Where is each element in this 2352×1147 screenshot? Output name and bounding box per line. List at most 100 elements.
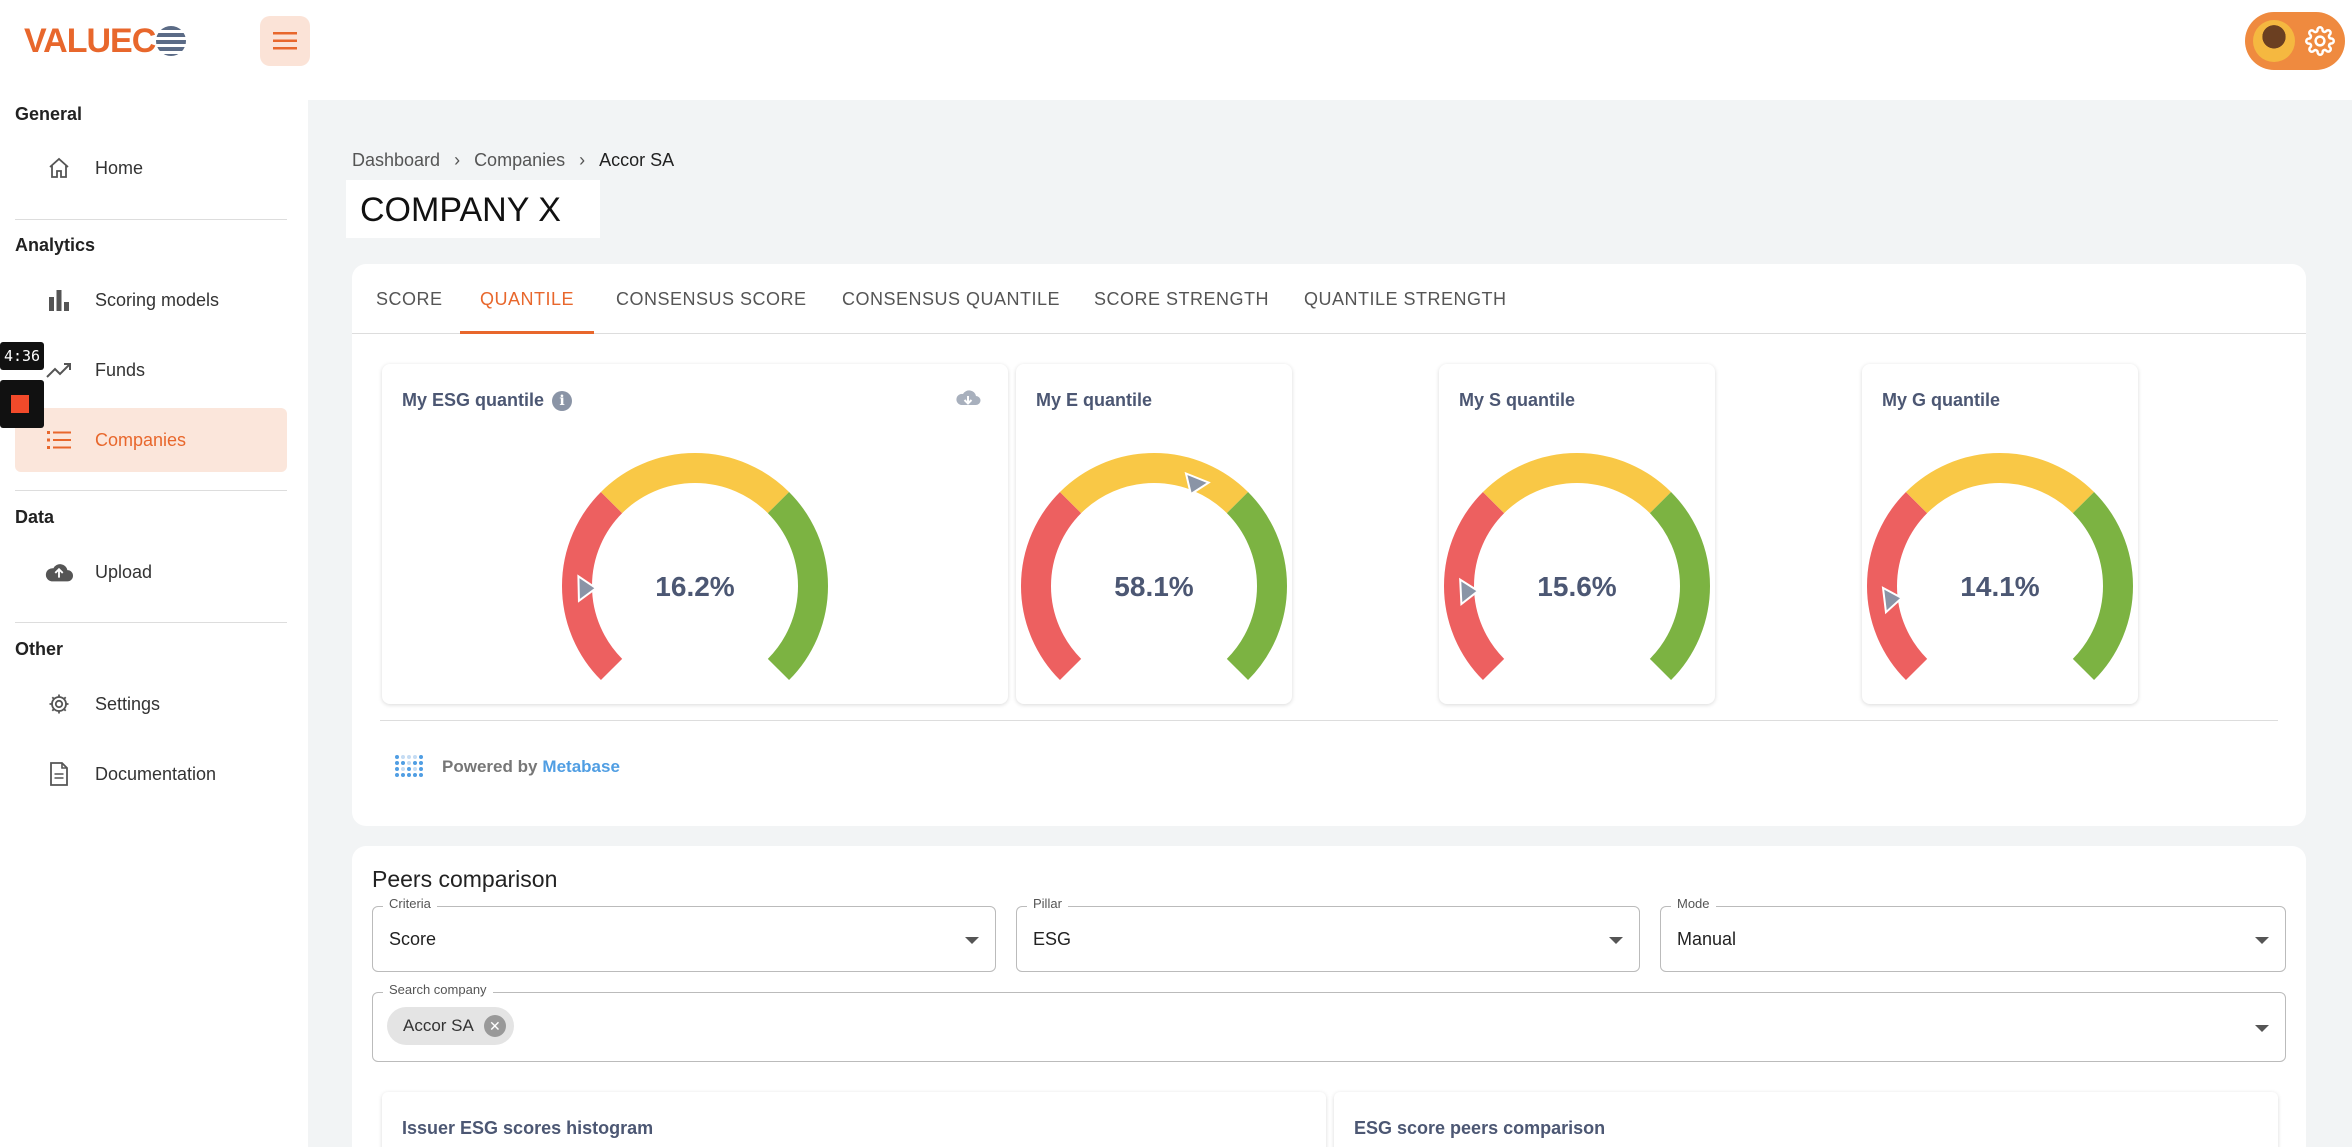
panel-title: Issuer ESG scores histogram: [402, 1118, 654, 1138]
tab-consensus-quantile[interactable]: CONSENSUS QUANTILE: [842, 289, 1061, 309]
sidebar-item-label: Upload: [95, 561, 153, 582]
divider: [15, 622, 287, 623]
criteria-value: Score: [389, 929, 437, 949]
breadcrumb-dashboard[interactable]: Dashboard: [352, 150, 441, 170]
sidebar-item-label: Scoring models: [95, 289, 220, 310]
sidebar-item-scoring-models[interactable]: Scoring models: [15, 268, 287, 332]
gauge-card-e: My E quantile 58.1%: [1016, 364, 1292, 704]
gauge-yellow-segment: [600, 453, 790, 514]
sidebar-item-funds[interactable]: Funds: [15, 338, 287, 402]
sidebar-item-documentation[interactable]: Documentation: [15, 742, 287, 806]
pillar-value: ESG: [1033, 929, 1072, 949]
tab-quantile[interactable]: QUANTILE: [460, 264, 595, 334]
info-icon[interactable]: i: [552, 391, 573, 411]
gauge-value: 16.2%: [655, 571, 734, 602]
sidebar-item-upload[interactable]: Upload: [15, 540, 287, 604]
section-title-analytics: Analytics: [15, 235, 96, 255]
tab-bar: SCORE QUANTILE CONSENSUS SCORE CONSENSUS…: [352, 264, 2306, 334]
logo-wave-icon: [156, 26, 187, 56]
gauge-chart: 14.1%: [1867, 453, 2133, 681]
mode-value: Manual: [1677, 929, 1737, 949]
close-icon[interactable]: ✕: [483, 1015, 506, 1037]
metabase-logo-icon: [395, 755, 423, 777]
criteria-select[interactable]: Criteria Score: [372, 896, 996, 972]
quantile-card: SCORE QUANTILE CONSENSUS SCORE CONSENSUS…: [352, 264, 2306, 826]
gear-icon[interactable]: [2305, 26, 2335, 56]
menu-toggle-button[interactable]: [260, 16, 310, 66]
top-bar: VALUEC: [0, 0, 2352, 100]
section-title-other: Other: [15, 639, 64, 659]
peers-comparison-panel: ESG score peers comparison: [1334, 1092, 2278, 1147]
avatar[interactable]: [2253, 20, 2295, 62]
gauge-yellow-segment: [1905, 453, 2095, 514]
gauge-pointer: [1881, 586, 1904, 615]
home-icon: [45, 154, 73, 182]
bar-chart-icon: [45, 286, 73, 314]
divider: [380, 720, 2278, 721]
pillar-label: Pillar: [1027, 896, 1068, 911]
list-icon: [45, 426, 73, 454]
sidebar-item-label: Settings: [95, 693, 161, 714]
section-title-data: Data: [15, 507, 55, 527]
sidebar-item-label: Companies: [95, 429, 187, 450]
gauge-value: 58.1%: [1114, 571, 1193, 602]
gauge-title: My S quantile: [1459, 390, 1576, 410]
sidebar-item-home[interactable]: Home: [15, 136, 287, 200]
chevron-right-icon: ›: [454, 150, 461, 170]
breadcrumb-companies[interactable]: Companies: [474, 150, 566, 170]
gauge-yellow-segment: [1482, 453, 1672, 514]
recording-timer: 4:36: [0, 342, 44, 370]
mode-select[interactable]: Mode Manual: [1660, 896, 2286, 972]
gauge-chart: 15.6%: [1444, 453, 1710, 681]
caret-down-icon: [1609, 937, 1623, 944]
sidebar-item-label: Documentation: [95, 763, 217, 784]
caret-down-icon: [2255, 937, 2269, 944]
sidebar-item-companies[interactable]: Companies: [15, 408, 287, 472]
caret-down-icon[interactable]: [2255, 1025, 2269, 1032]
gauge-title: My ESG quantile i: [402, 390, 573, 411]
metabase-link[interactable]: Metabase: [542, 757, 620, 776]
chip-label: Accor SA: [403, 1016, 474, 1035]
gauge-green-segment: [2072, 491, 2133, 681]
peers-title: Peers comparison: [372, 866, 558, 892]
gauge-value: 15.6%: [1537, 571, 1616, 602]
tab-quantile-strength[interactable]: QUANTILE STRENGTH: [1304, 289, 1507, 309]
gauge-pointer: [1184, 471, 1211, 496]
powered-by-metabase[interactable]: Powered by Metabase: [394, 754, 620, 780]
criteria-label: Criteria: [383, 896, 437, 911]
valueco-logo[interactable]: VALUEC: [24, 22, 187, 61]
download-icon[interactable]: [954, 388, 982, 412]
tab-score-strength[interactable]: SCORE STRENGTH: [1094, 289, 1270, 309]
sidebar-item-label: Home: [95, 157, 144, 178]
gauge-pointer: [577, 574, 598, 603]
user-menu[interactable]: [2245, 12, 2345, 70]
gauge-green-segment: [1649, 491, 1710, 681]
gauge-pointer: [1459, 577, 1480, 607]
sidebar-item-label: Funds: [95, 359, 146, 380]
gauge-title: My E quantile: [1036, 390, 1153, 410]
gauge-card-esg: My ESG quantile i 16.2%: [382, 364, 1008, 704]
section-title-general: General: [15, 104, 83, 124]
search-company-label: Search company: [383, 982, 493, 997]
gauge-yellow-segment: [1059, 453, 1249, 514]
chevron-right-icon: ›: [579, 150, 586, 170]
breadcrumb-current: Accor SA: [599, 150, 675, 170]
sidebar-item-settings[interactable]: Settings: [15, 672, 287, 736]
tab-score[interactable]: SCORE: [376, 289, 443, 309]
page-title: COMPANY X: [346, 180, 600, 238]
gear-icon: [45, 690, 73, 718]
gauge-card-g: My G quantile 14.1%: [1862, 364, 2138, 704]
search-company-input[interactable]: Search company Accor SA ✕: [372, 982, 2286, 1062]
divider: [15, 219, 287, 220]
gauge-green-segment: [1226, 491, 1287, 681]
gauge-title: My G quantile: [1882, 390, 2001, 410]
divider: [15, 490, 287, 491]
breadcrumb: Dashboard › Companies › Accor SA: [352, 150, 674, 171]
company-chip: Accor SA ✕: [387, 1007, 514, 1045]
tab-consensus-score[interactable]: CONSENSUS SCORE: [616, 289, 807, 309]
stop-recording-button[interactable]: [0, 380, 44, 428]
pillar-select[interactable]: Pillar ESG: [1016, 896, 1640, 972]
document-icon: [45, 760, 73, 788]
gauge-red-segment: [1444, 491, 1505, 681]
histogram-panel: Issuer ESG scores histogram: [382, 1092, 1326, 1147]
